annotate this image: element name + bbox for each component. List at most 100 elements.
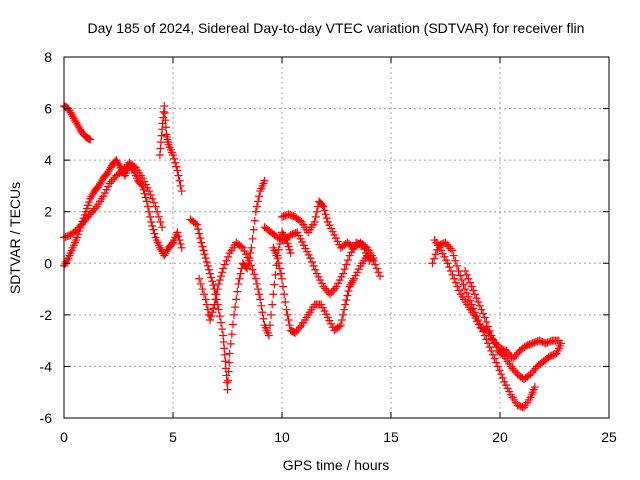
- data-point-marker: [319, 202, 328, 211]
- data-point-marker: [291, 328, 300, 337]
- data-point-marker: [544, 353, 553, 362]
- data-point-marker: [441, 238, 450, 247]
- data-point-marker: [294, 325, 303, 334]
- data-point-marker: [233, 287, 242, 296]
- data-point-marker: [357, 240, 366, 249]
- data-point-marker: [513, 401, 522, 410]
- data-point-marker: [358, 241, 367, 250]
- data-point-marker: [369, 254, 378, 263]
- data-point-marker: [232, 295, 241, 304]
- data-point-marker: [150, 229, 159, 238]
- data-point-marker: [85, 134, 94, 143]
- data-point-marker: [147, 218, 156, 227]
- data-point-marker: [281, 297, 290, 306]
- data-point-marker: [160, 109, 169, 118]
- data-point-marker: [77, 219, 86, 228]
- data-point-marker: [145, 207, 154, 216]
- data-point-marker: [139, 185, 148, 194]
- data-point-marker: [541, 339, 550, 348]
- data-point-marker: [79, 218, 88, 227]
- data-point-marker: [64, 231, 73, 240]
- data-point-marker: [61, 232, 70, 241]
- data-point-marker: [508, 364, 517, 373]
- data-point-marker: [199, 246, 208, 255]
- data-point-marker: [487, 331, 496, 340]
- y-tick-label: 6: [44, 101, 52, 117]
- data-point-marker: [279, 212, 288, 221]
- data-point-marker: [201, 254, 210, 263]
- data-point-marker: [512, 350, 521, 359]
- data-point-marker: [310, 218, 319, 227]
- data-point-marker: [107, 177, 116, 186]
- data-point-marker: [428, 259, 437, 268]
- x-axis-label: GPS time / hours: [283, 457, 390, 473]
- data-point-marker: [490, 339, 499, 348]
- data-point-marker: [536, 337, 545, 346]
- data-point-marker: [278, 212, 286, 221]
- data-point-marker: [198, 242, 207, 251]
- data-point-marker: [251, 274, 260, 283]
- data-point-marker: [520, 343, 529, 352]
- data-point-marker: [526, 370, 535, 379]
- data-point-marker: [319, 282, 328, 291]
- data-point-marker: [452, 261, 461, 270]
- data-point-marker: [348, 276, 357, 285]
- data-point-marker: [342, 260, 351, 269]
- data-point-marker: [235, 274, 244, 283]
- data-point-marker: [484, 322, 493, 331]
- data-point-marker: [479, 309, 488, 318]
- data-point-marker: [284, 210, 293, 219]
- data-point-marker: [335, 322, 344, 331]
- data-point-marker: [282, 305, 291, 314]
- x-tick-label: 15: [383, 429, 399, 445]
- series-seg-h: [278, 197, 378, 263]
- data-point-marker: [518, 403, 527, 412]
- data-point-marker: [289, 229, 298, 238]
- data-point-marker: [361, 248, 370, 257]
- data-point-marker: [493, 362, 502, 371]
- data-point-marker: [321, 210, 330, 219]
- data-point-marker: [82, 214, 91, 223]
- data-point-marker: [515, 401, 524, 410]
- data-point-marker: [312, 207, 321, 216]
- data-point-marker: [371, 260, 380, 269]
- data-point-marker: [154, 212, 163, 221]
- data-point-marker: [192, 220, 201, 229]
- data-point-marker: [260, 176, 269, 185]
- data-point-marker: [250, 270, 259, 279]
- data-point-marker: [365, 256, 374, 265]
- data-point-marker: [215, 276, 224, 285]
- data-point-marker: [258, 308, 267, 317]
- y-tick-label: 2: [44, 204, 52, 220]
- data-point-marker: [148, 194, 157, 203]
- data-point-marker: [273, 233, 282, 242]
- data-point-marker: [459, 280, 468, 289]
- data-point-marker: [269, 290, 278, 299]
- data-point-marker: [270, 280, 279, 289]
- data-point-marker: [275, 264, 284, 273]
- data-point-marker: [264, 331, 273, 340]
- data-point-marker: [347, 278, 356, 287]
- data-point-marker: [271, 270, 280, 279]
- data-point-marker: [318, 201, 327, 210]
- data-point-marker: [222, 256, 231, 265]
- data-point-marker: [87, 208, 96, 217]
- data-point-marker: [259, 314, 268, 323]
- data-point-marker: [443, 259, 452, 268]
- data-point-marker: [453, 282, 462, 291]
- data-point-marker: [74, 223, 83, 232]
- data-point-marker: [214, 305, 223, 314]
- data-point-marker: [462, 288, 471, 297]
- data-point-marker: [320, 206, 329, 215]
- data-point-marker: [446, 267, 455, 276]
- data-point-marker: [372, 264, 381, 273]
- data-point-marker: [73, 225, 82, 234]
- data-point-marker: [510, 366, 519, 375]
- data-point-marker: [200, 250, 209, 259]
- data-point-marker: [506, 362, 515, 371]
- data-point-marker: [84, 212, 93, 221]
- data-point-marker: [278, 274, 286, 283]
- data-point-marker: [480, 313, 489, 322]
- series-seg-b: [60, 156, 186, 270]
